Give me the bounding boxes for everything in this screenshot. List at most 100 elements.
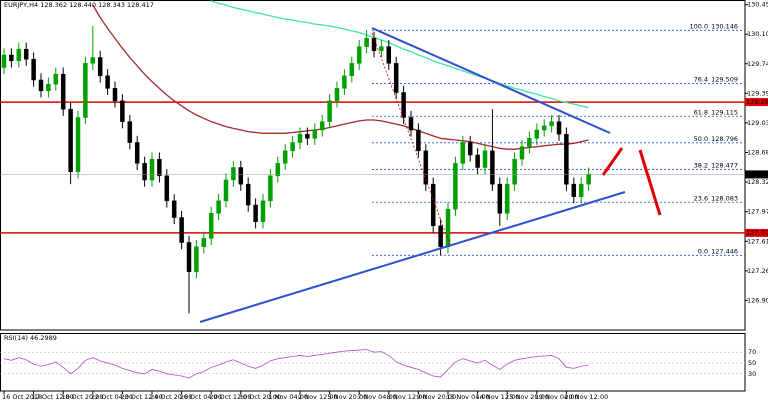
candle-body (556, 121, 562, 135)
fib-price: 128.796 (711, 135, 738, 143)
x-tick-label: 15 Nov 20:00 (505, 393, 549, 401)
rsi-tick-label: 50 (748, 359, 756, 367)
rsi-tick-label: 70 (748, 348, 756, 356)
annotations (199, 27, 662, 323)
y-tick-label: 127.970 (747, 208, 768, 216)
candle-body (68, 108, 73, 172)
y-tick-label: 129.035 (747, 119, 768, 127)
candle-body (179, 217, 184, 243)
x-tick-label: 22 Oct 04:00 (91, 393, 133, 401)
x-tick-label: 20 Nov 12:00 (564, 393, 608, 401)
candle-body (534, 129, 540, 139)
fib-level: 38.2 (694, 161, 708, 169)
y-tick-label: 129.745 (747, 60, 768, 68)
fib-price: 130.146 (711, 22, 738, 30)
candle-body (46, 83, 51, 92)
candle-body (438, 225, 443, 247)
candle-body (253, 204, 258, 222)
candle-body (260, 200, 266, 222)
candle-body (97, 57, 103, 77)
candle-body (275, 163, 281, 177)
x-tick-label: 18 Oct 20:00 (61, 393, 103, 401)
x-tick-label: 13 Nov 04:00 (446, 393, 490, 401)
candle-body (127, 121, 133, 143)
fib-price: 128.477 (711, 161, 738, 169)
candle-body (490, 150, 495, 185)
x-tick-label: 24 Oct 20:00 (150, 393, 192, 401)
moving-average (92, 4, 589, 150)
candle-body (305, 133, 310, 139)
fib-price: 129.509 (711, 75, 738, 83)
candle-body (297, 133, 303, 143)
level-label: 129.285 (746, 98, 768, 106)
candle-body (586, 173, 591, 185)
rsi-area (0, 349, 745, 379)
candle-body (460, 142, 466, 164)
candle-body (393, 63, 399, 93)
candle-body (423, 150, 429, 185)
level-label-box (745, 98, 768, 107)
candle-body (120, 100, 125, 122)
x-tick-label: 1 Nov 04:00 (268, 393, 308, 401)
x-tick-label: 26 Oct 04:00 (180, 393, 222, 401)
x-tick-label: 9 Nov 20:00 (416, 393, 456, 401)
candle-body (53, 73, 59, 85)
price-panel (0, 0, 746, 331)
fib-level: 61.8 (694, 108, 708, 116)
x-tick-label: 7 Nov 04:00 (357, 393, 397, 401)
candle-body (157, 158, 162, 177)
x-tick-label: 5 Nov 20:00 (328, 393, 368, 401)
arrow-down (638, 149, 662, 216)
candle-body (9, 54, 14, 62)
candle-body (186, 242, 192, 272)
fib-label: 38.2 128.477 (694, 161, 738, 169)
candle-body (290, 142, 295, 152)
fib-level: 23.6 (694, 194, 708, 202)
candle-body (105, 75, 110, 89)
candle-body (512, 158, 517, 185)
candle-body (223, 179, 229, 202)
fib-level: 100.0 (690, 22, 709, 30)
candle-body (142, 163, 147, 181)
moving-average (210, 0, 589, 109)
candle-body (482, 150, 488, 168)
lower-trend-line (199, 191, 626, 323)
x-tick-label: 29 Oct 12:00 (209, 393, 251, 401)
candle-body (90, 57, 96, 64)
candle-body (386, 46, 392, 64)
fib-price: 127.446 (711, 247, 738, 255)
arrow-up (601, 147, 624, 176)
candle-body (364, 38, 369, 47)
y-tick-label: 130.455 (747, 1, 768, 9)
candle-body (342, 75, 347, 89)
candle-body (549, 121, 554, 127)
candle-body (75, 117, 81, 172)
candle-body (430, 183, 436, 227)
candle-body (60, 73, 66, 110)
candle-body (504, 183, 510, 214)
candle-body (194, 246, 199, 272)
candle-body (164, 175, 170, 202)
candle-body (334, 88, 340, 102)
candle-body (171, 200, 177, 218)
candle-body (238, 167, 244, 185)
candle-body (282, 150, 288, 164)
candle-body (268, 175, 273, 202)
x-tick-label: 23 Oct 12:00 (120, 393, 162, 401)
upper-trend-line (371, 27, 611, 134)
x-tick-label: 16 Oct 2018 (2, 393, 42, 401)
candle-body (467, 142, 473, 156)
y-tick-label: 129.390 (747, 89, 768, 97)
last-price-box (745, 170, 768, 179)
candle-body (379, 46, 384, 52)
fib-price: 128.083 (711, 194, 738, 202)
x-tick-label: 17 Oct 12:00 (32, 393, 74, 401)
y-tick-label: 127.260 (747, 267, 768, 275)
fib-label: 61.8 129.115 (694, 108, 738, 116)
candle-body (578, 183, 584, 197)
y-tick-label: 126.905 (747, 296, 768, 304)
fib-level: 50.0 (694, 135, 708, 143)
y-tick-label: 127.615 (747, 237, 768, 245)
